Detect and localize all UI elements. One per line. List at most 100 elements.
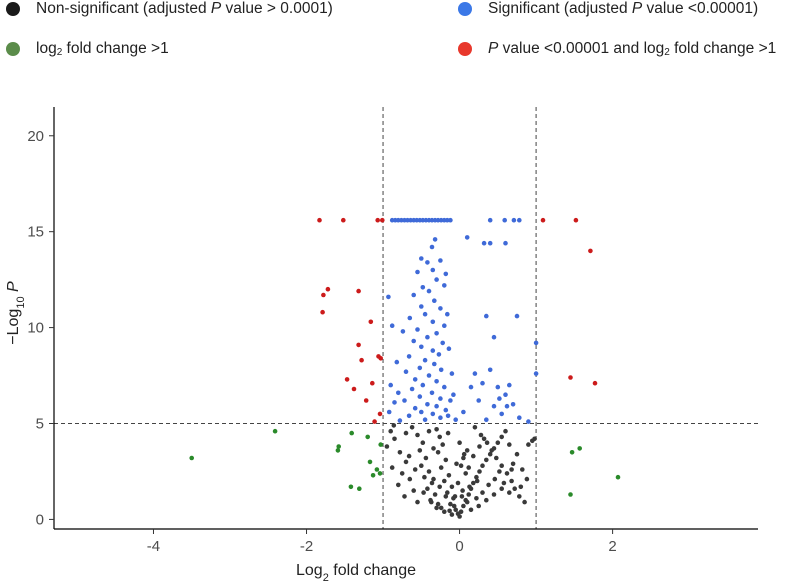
data-point xyxy=(507,442,512,447)
x-tick-label: 2 xyxy=(608,538,616,555)
data-point xyxy=(522,499,527,505)
data-point xyxy=(419,463,424,469)
legend-item-log2fc: log2 fold change >1 xyxy=(6,40,169,58)
legend-label: Significant (adjusted P value <0.00001) xyxy=(488,0,758,18)
data-point xyxy=(402,494,407,499)
data-point xyxy=(451,503,457,509)
data-point xyxy=(447,508,452,514)
data-point xyxy=(417,365,423,371)
data-point xyxy=(399,471,405,476)
data-point xyxy=(391,423,397,428)
y-axis-title: −Log10 P xyxy=(5,281,27,345)
data-point xyxy=(481,436,487,442)
data-point xyxy=(412,377,418,382)
data-point xyxy=(495,384,501,390)
data-point xyxy=(507,382,512,388)
data-point xyxy=(411,488,417,493)
data-point xyxy=(568,492,573,497)
data-point xyxy=(457,514,462,519)
data-point xyxy=(397,450,403,455)
data-point xyxy=(415,499,420,505)
data-point xyxy=(437,434,443,440)
data-point xyxy=(425,402,430,407)
data-point xyxy=(436,352,442,357)
data-point xyxy=(460,488,465,493)
data-point xyxy=(526,419,531,424)
legend: Non-significant (adjusted P value > 0.00… xyxy=(0,0,786,70)
data-point xyxy=(411,338,417,344)
legend-swatch-black xyxy=(6,2,20,16)
axis-title-part: 2 xyxy=(323,572,329,583)
data-point xyxy=(402,398,407,403)
data-point xyxy=(455,480,461,486)
data-point xyxy=(459,494,465,499)
data-point xyxy=(445,311,450,317)
data-point xyxy=(588,248,593,254)
data-point xyxy=(406,453,412,459)
data-point xyxy=(464,499,470,505)
data-point xyxy=(471,453,476,459)
data-point xyxy=(491,492,497,497)
x-tick-label: 0 xyxy=(455,538,463,555)
data-point xyxy=(468,384,474,390)
series-p-value-0-00001-and-log2-fold-change-1 xyxy=(317,217,598,424)
data-point xyxy=(474,478,480,484)
data-point xyxy=(461,409,466,415)
x-tick-label: -2 xyxy=(300,538,313,555)
legend-text-part: 2 xyxy=(664,47,670,58)
data-point xyxy=(423,455,429,461)
data-point xyxy=(466,492,472,497)
data-point xyxy=(438,465,444,470)
data-point xyxy=(568,375,573,380)
data-point xyxy=(392,400,397,405)
data-point xyxy=(403,369,409,375)
data-point xyxy=(320,309,325,315)
data-point xyxy=(406,413,412,419)
data-point xyxy=(429,480,435,486)
data-point xyxy=(374,467,380,472)
data-point xyxy=(432,492,438,497)
data-point xyxy=(442,478,447,484)
data-point xyxy=(348,484,354,490)
data-point xyxy=(468,507,474,513)
data-point xyxy=(442,283,447,288)
data-point xyxy=(335,448,341,453)
data-point xyxy=(449,371,455,376)
data-point xyxy=(472,425,478,430)
data-point xyxy=(478,432,484,438)
data-point xyxy=(514,313,520,319)
data-point xyxy=(484,313,489,319)
data-point xyxy=(370,380,375,386)
data-point xyxy=(400,329,406,334)
data-point xyxy=(317,217,322,223)
data-point xyxy=(464,448,470,453)
data-point xyxy=(504,403,510,409)
data-point xyxy=(417,394,423,399)
data-point xyxy=(434,505,439,511)
data-point xyxy=(349,430,355,436)
data-point xyxy=(446,346,452,352)
data-point xyxy=(403,430,409,436)
data-point xyxy=(368,319,374,325)
data-point xyxy=(592,380,598,386)
data-point xyxy=(420,285,426,290)
data-point xyxy=(429,244,435,250)
data-point xyxy=(377,471,383,476)
legend-label: P value <0.00001 and log2 fold change >1 xyxy=(488,40,776,58)
data-point xyxy=(477,469,482,474)
data-point xyxy=(499,434,505,440)
data-point xyxy=(422,357,428,363)
data-point xyxy=(446,473,452,478)
data-point xyxy=(435,501,441,507)
data-point xyxy=(495,440,501,446)
data-point xyxy=(569,450,575,455)
y-tick-label: 15 xyxy=(27,224,44,241)
data-point xyxy=(449,484,455,490)
data-point xyxy=(344,377,350,382)
data-point xyxy=(434,277,439,282)
data-point xyxy=(426,373,432,378)
data-point xyxy=(518,484,524,490)
data-point xyxy=(499,486,505,492)
axis-title-part: Log xyxy=(296,562,323,579)
axis-title-part: 10 xyxy=(15,296,27,308)
